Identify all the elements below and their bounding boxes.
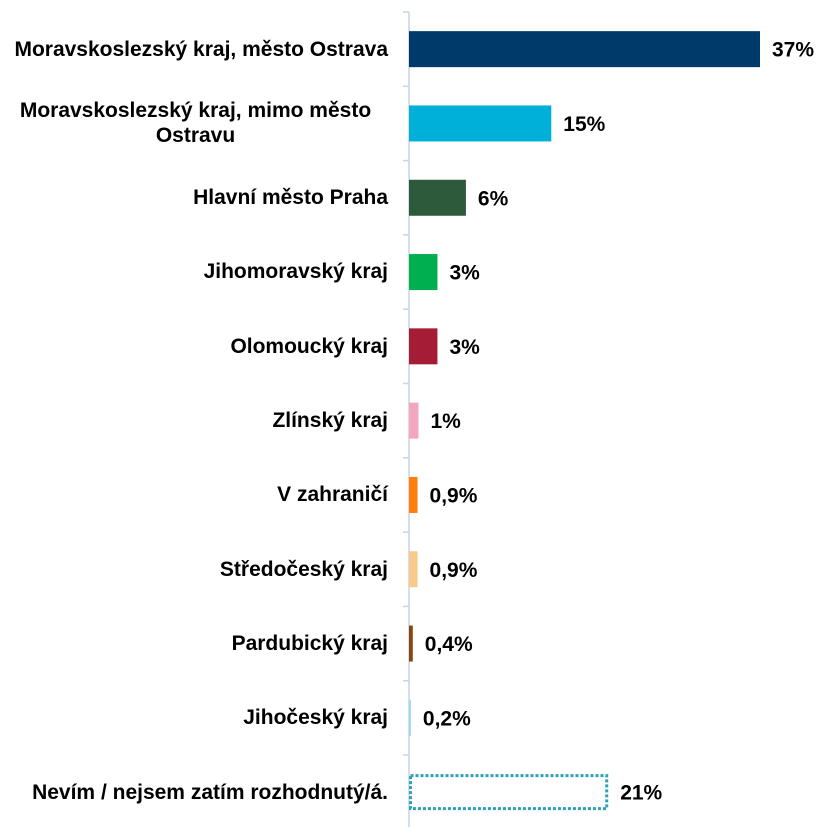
category-label: Jihočeský kraj bbox=[243, 706, 388, 730]
value-label: 15% bbox=[563, 113, 605, 136]
category-label-box: Středočeský kraj bbox=[0, 532, 388, 606]
value-label: 1% bbox=[430, 410, 461, 433]
category-label-box: Moravskoslezský kraj, mimo město Ostravu bbox=[0, 86, 388, 160]
value-label: 37% bbox=[772, 39, 814, 62]
bar bbox=[409, 254, 438, 291]
bar bbox=[409, 774, 609, 811]
category-label-box: Moravskoslezský kraj, město Ostrava bbox=[0, 12, 388, 86]
category-label: Nevím / nejsem zatím rozhodnutý/á. bbox=[32, 780, 388, 804]
bar bbox=[409, 328, 438, 365]
bar bbox=[409, 402, 419, 439]
bar bbox=[409, 476, 418, 513]
category-label: Jihomoravský kraj bbox=[203, 260, 388, 284]
value-label: 6% bbox=[478, 187, 509, 210]
bar bbox=[409, 105, 552, 142]
value-label: 0,9% bbox=[430, 484, 478, 507]
value-label: 21% bbox=[620, 782, 662, 805]
bar bbox=[409, 179, 466, 216]
value-label: 0,9% bbox=[430, 559, 478, 582]
category-label-box: V zahraničí bbox=[0, 458, 388, 532]
category-label: Hlavní město Praha bbox=[193, 186, 388, 210]
bar bbox=[409, 551, 418, 588]
bar bbox=[409, 31, 760, 68]
category-label: Pardubický kraj bbox=[231, 631, 388, 655]
bar bbox=[409, 625, 413, 662]
value-label: 3% bbox=[449, 336, 480, 359]
category-label-box: Nevím / nejsem zatím rozhodnutý/á. bbox=[0, 755, 388, 827]
category-label-box: Olomoucký kraj bbox=[0, 309, 388, 383]
value-label: 0,2% bbox=[423, 707, 471, 730]
category-label-box: Jihomoravský kraj bbox=[0, 235, 388, 309]
category-label: Zlínský kraj bbox=[272, 409, 388, 432]
category-label-box: Pardubický kraj bbox=[0, 606, 388, 680]
category-label-box: Jihočeský kraj bbox=[0, 681, 388, 755]
category-label: Středočeský kraj bbox=[219, 557, 388, 581]
category-label: Moravskoslezský kraj, mimo město Ostravu bbox=[19, 99, 372, 148]
value-label: 0,4% bbox=[425, 633, 473, 656]
bar bbox=[409, 699, 411, 736]
value-label: 3% bbox=[449, 262, 480, 285]
category-label: Olomoucký kraj bbox=[230, 334, 388, 358]
category-label: V zahraničí bbox=[277, 483, 388, 507]
category-label-box: Hlavní město Praha bbox=[0, 161, 388, 235]
category-label-box: Zlínský kraj bbox=[0, 384, 388, 458]
category-label: Moravskoslezský kraj, město Ostrava bbox=[14, 37, 388, 61]
